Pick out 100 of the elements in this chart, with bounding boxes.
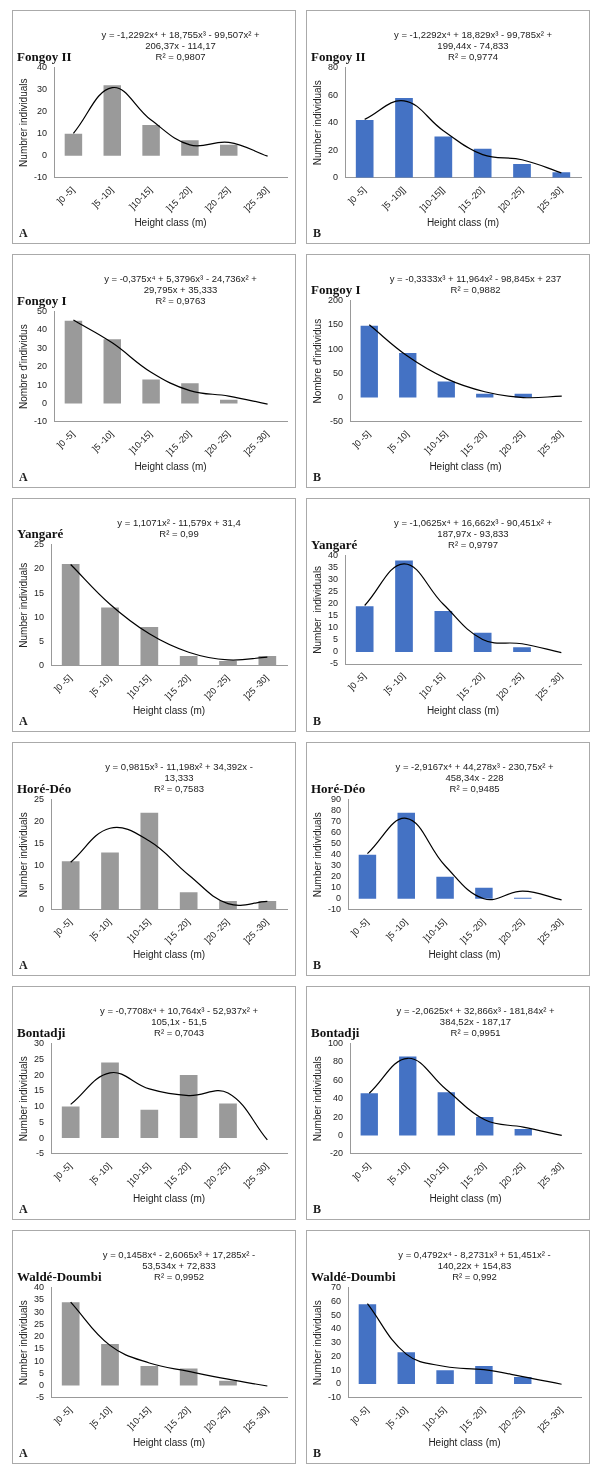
bar xyxy=(219,1103,237,1139)
y-tick-label: 40 xyxy=(34,1282,45,1293)
text: y = -1,2292x⁴ + 18,829x³ - 99,785x² + xyxy=(393,28,553,40)
y-tick-label: 25 xyxy=(34,1318,45,1329)
y-tick-label: 0 xyxy=(335,893,342,904)
x-tick-label: ]20 -25] xyxy=(497,428,527,458)
text: 29,795x + 35,333 xyxy=(143,283,218,295)
y-tick-label: -5 xyxy=(36,1148,45,1159)
x-axis-title: Height class (m) xyxy=(134,460,207,472)
y-axis-title: Nombre d'individus xyxy=(311,318,323,404)
bar xyxy=(355,119,374,178)
bar xyxy=(220,144,238,156)
y-tick-label: 10 xyxy=(36,128,48,139)
line-series xyxy=(368,324,563,399)
y-tick-label: 25 xyxy=(328,586,339,597)
bar xyxy=(140,1365,159,1386)
x-tick-label: ]20 -25] xyxy=(497,1160,527,1190)
x-tick-label: ]15 -20] xyxy=(163,672,192,702)
x-tick-label: ]0 -5] xyxy=(55,428,77,451)
y-tick-label: 30 xyxy=(34,1306,45,1317)
y-tick-label: 40 xyxy=(328,117,339,128)
x-axis-title: Height class (m) xyxy=(132,704,206,716)
text: R² = 0,9797 xyxy=(448,538,498,550)
bar xyxy=(103,85,121,156)
y-tick-label: 0 xyxy=(338,392,344,403)
y-tick-label: 5 xyxy=(39,1367,45,1378)
y-tick-label: 60 xyxy=(328,89,339,100)
y-tick-label: 20 xyxy=(330,871,342,882)
bar xyxy=(473,148,492,178)
text: 13,333 xyxy=(164,771,194,783)
y-tick-label: 0 xyxy=(333,172,339,183)
bar xyxy=(61,1302,80,1386)
chart-title: Waldé-Doumbi xyxy=(311,1269,396,1285)
y-tick-label: 60 xyxy=(330,827,342,838)
text: A xyxy=(19,714,28,728)
text: 206,37x - 114,17 xyxy=(145,39,216,51)
y-tick-label: 15 xyxy=(328,610,339,621)
x-tick-label: ]25 -30] xyxy=(241,1404,271,1434)
x-tick-label: ]0 -5] xyxy=(55,184,77,207)
x-tick-label: ]0 -5] xyxy=(52,916,74,939)
bar xyxy=(360,1093,378,1136)
x-axis-title: Height class (m) xyxy=(132,1436,206,1448)
y-tick-label: 50 xyxy=(330,1309,342,1320)
y-tick-label: -10 xyxy=(33,172,48,183)
x-tick-label: ]20 -25] xyxy=(203,428,232,458)
y-tick-label: 0 xyxy=(338,1129,344,1140)
y-tick-label: 0 xyxy=(333,646,339,657)
y-tick-label: 10 xyxy=(328,622,339,633)
x-axis-title: Height class (m) xyxy=(429,460,502,472)
text: A xyxy=(19,470,28,484)
bar xyxy=(395,97,413,178)
text: y = -0,7708x⁴ + 10,764x³ - 52,937x² + xyxy=(99,1004,259,1016)
line-series xyxy=(70,1301,268,1387)
bar xyxy=(437,381,455,398)
y-axis-title: Number individuals xyxy=(311,565,323,654)
text: R² = 0,9807 xyxy=(155,50,206,62)
bar xyxy=(179,892,198,910)
y-tick-label: 5 xyxy=(39,636,45,647)
x-tick-label: ]5 -10] xyxy=(90,184,116,210)
bar xyxy=(358,1304,377,1385)
line-series xyxy=(366,817,563,901)
bar xyxy=(101,607,119,666)
x-tick-label: ]15 -20] xyxy=(457,184,486,214)
text: B xyxy=(313,714,322,728)
x-tick-label: ]25 -30] xyxy=(241,916,271,946)
y-tick-label: 40 xyxy=(333,1093,344,1104)
line-series xyxy=(364,100,562,174)
x-tick-label: ]15 -20] xyxy=(458,1404,488,1434)
bar xyxy=(473,632,492,652)
bar xyxy=(181,140,199,156)
y-tick-label: 20 xyxy=(34,816,45,827)
text: y = -1,0625x⁴ + 16,662x³ - 90,451x² + xyxy=(393,516,553,528)
text: B xyxy=(313,226,322,240)
x-tick-label: ]5 -10]] xyxy=(380,184,408,212)
chart-title: Fongoy I xyxy=(17,293,67,309)
y-tick-label: 10 xyxy=(34,1101,45,1112)
text: R² = 0,99 xyxy=(159,527,199,539)
y-tick-label: 25 xyxy=(34,794,45,805)
bar xyxy=(179,1368,198,1386)
y-tick-label: -10 xyxy=(33,416,48,427)
y-tick-label: -20 xyxy=(330,1148,344,1159)
y-axis-title: Number individuals xyxy=(17,812,29,898)
bar xyxy=(513,647,531,652)
bar xyxy=(101,1062,119,1139)
bar xyxy=(179,1075,198,1139)
bar xyxy=(61,1106,80,1139)
x-tick-label: ]15 -20] xyxy=(459,428,488,458)
bar xyxy=(358,854,377,899)
y-tick-label: 30 xyxy=(34,1038,45,1049)
text: R² = 0,9763 xyxy=(155,294,206,306)
chart-title: Horé-Déo xyxy=(311,781,366,797)
y-tick-label: 30 xyxy=(36,342,48,353)
x-tick-label: ]5 -10] xyxy=(88,1160,114,1186)
text: A xyxy=(19,226,28,240)
line-series xyxy=(70,826,268,906)
x-tick-label: ]15 -20] xyxy=(164,428,194,458)
x-tick-label: ]25 - 30] xyxy=(534,670,565,702)
y-tick-label: 70 xyxy=(330,1282,342,1293)
x-tick-label: ]20 - 25] xyxy=(494,670,526,702)
x-tick-label: ]15 -20] xyxy=(459,1160,488,1190)
